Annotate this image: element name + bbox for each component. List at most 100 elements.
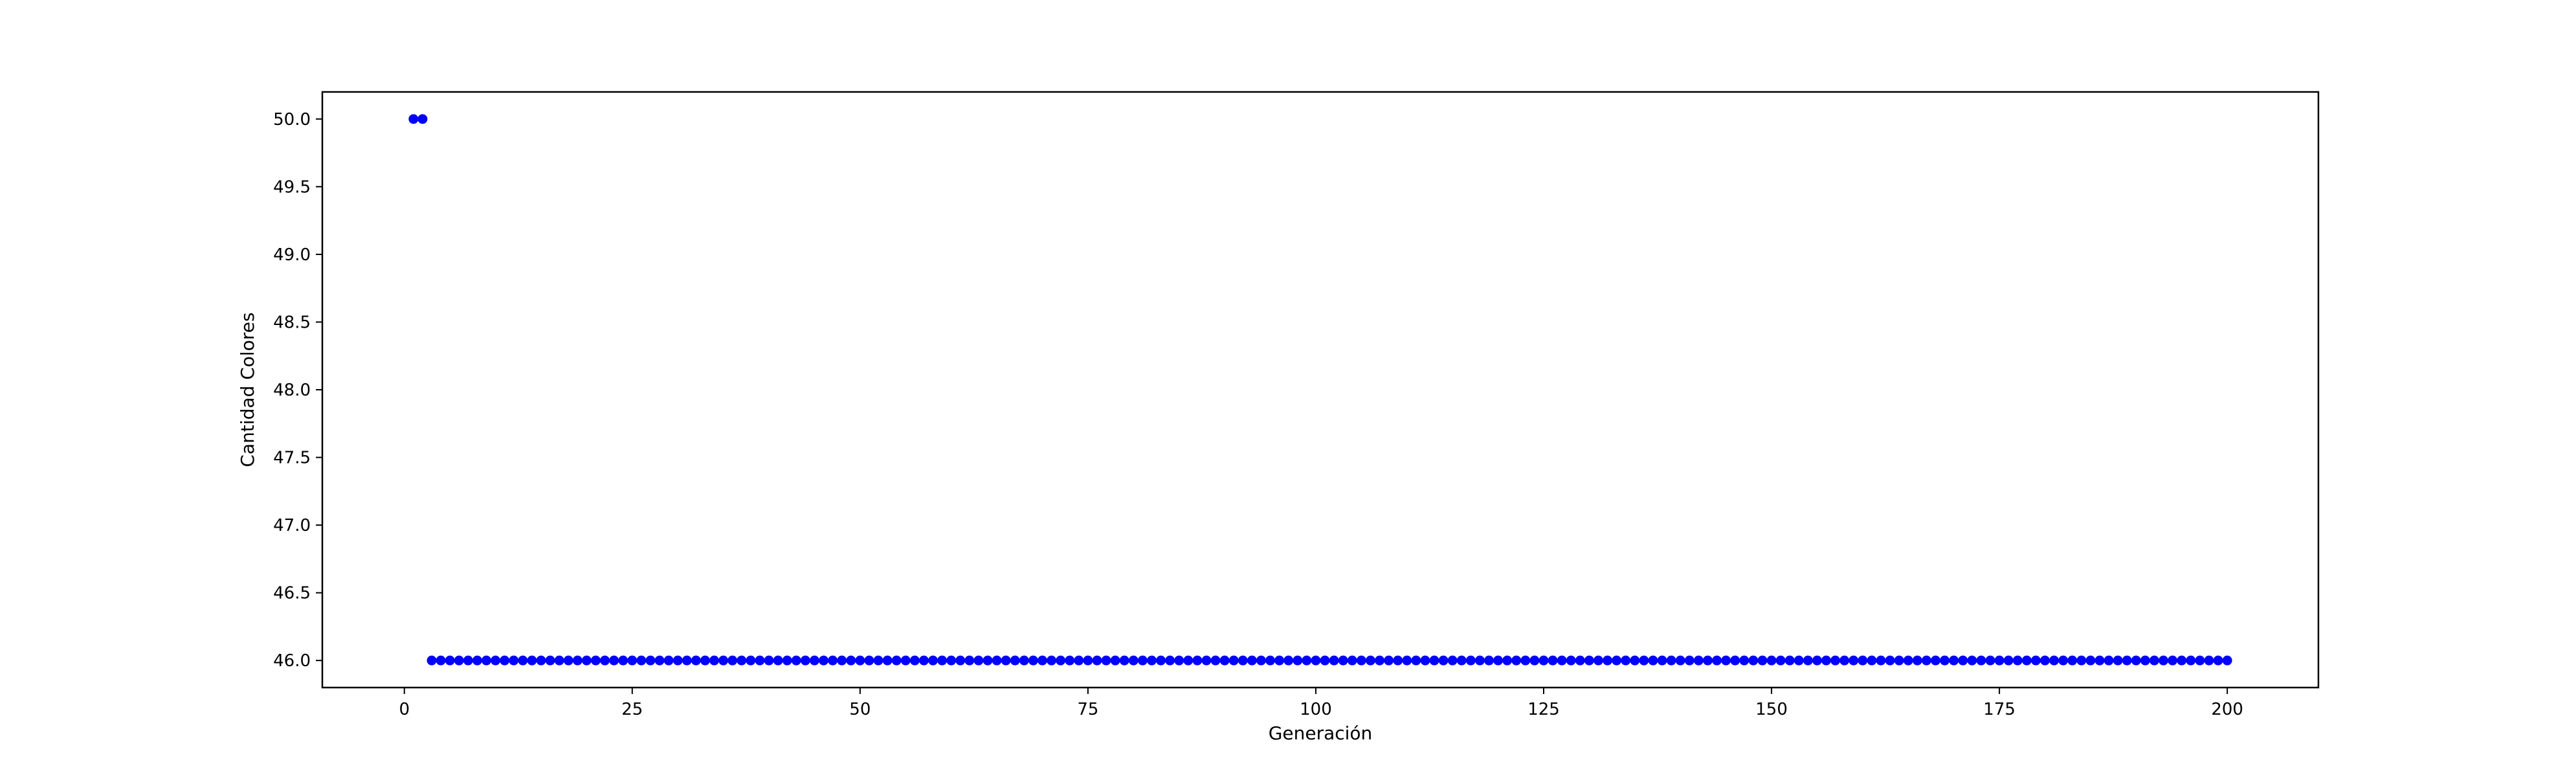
data-points (408, 114, 2232, 666)
data-point (2040, 655, 2050, 666)
y-tick-label: 49.5 (273, 177, 311, 197)
data-point (1247, 655, 1257, 666)
data-point (873, 655, 883, 666)
data-point (755, 655, 765, 666)
data-point (2222, 655, 2232, 666)
data-point (819, 655, 829, 666)
data-point (636, 655, 647, 666)
data-point (1621, 655, 1631, 666)
data-point (1721, 655, 1731, 666)
data-point (1584, 655, 1594, 666)
data-point (2177, 655, 2187, 666)
data-point (1365, 655, 1375, 666)
data-point (2204, 655, 2214, 666)
data-point (1001, 655, 1011, 666)
data-point (1702, 655, 1713, 666)
data-point (1056, 655, 1066, 666)
data-point (1766, 655, 1777, 666)
data-point (800, 655, 810, 666)
data-point (1830, 655, 1841, 666)
data-point (1994, 655, 2004, 666)
data-point (1730, 655, 1740, 666)
data-point (992, 655, 1002, 666)
data-point (1347, 655, 1357, 666)
data-point (1338, 655, 1348, 666)
data-point (581, 655, 592, 666)
data-point (572, 655, 583, 666)
data-point (1402, 655, 1412, 666)
data-point (1739, 655, 1749, 666)
data-point (773, 655, 783, 666)
data-point (1074, 655, 1084, 666)
data-point (1912, 655, 1922, 666)
data-point (1119, 655, 1129, 666)
data-point (2149, 655, 2160, 666)
x-tick-label: 0 (399, 700, 410, 719)
data-point (1019, 655, 1029, 666)
data-point (764, 655, 774, 666)
data-point (1420, 655, 1430, 666)
data-point (791, 655, 801, 666)
data-point (454, 655, 464, 666)
x-tick-label: 25 (621, 700, 643, 719)
data-point (1110, 655, 1120, 666)
data-point (1010, 655, 1020, 666)
data-point (1028, 655, 1038, 666)
data-point (463, 655, 473, 666)
data-point (1593, 655, 1604, 666)
x-tick-label: 50 (849, 700, 871, 719)
data-point (1657, 655, 1667, 666)
data-point (1612, 655, 1622, 666)
data-point (1265, 655, 1276, 666)
data-point (973, 655, 984, 666)
data-point (2159, 655, 2169, 666)
data-point (554, 655, 564, 666)
data-point (855, 655, 865, 666)
data-point (983, 655, 993, 666)
data-point (2122, 655, 2132, 666)
data-point (682, 655, 692, 666)
data-point (1784, 655, 1795, 666)
data-point (1511, 655, 1522, 666)
data-point (718, 655, 729, 666)
x-axis: 0 25 50 75 100 125 150 175 200 (399, 688, 2243, 719)
data-point (1228, 655, 1239, 666)
data-point (1502, 655, 1513, 666)
data-point (509, 655, 519, 666)
data-point (1128, 655, 1138, 666)
data-point (955, 655, 966, 666)
y-tick-label: 49.0 (273, 245, 311, 265)
data-point (1283, 655, 1294, 666)
data-point (1775, 655, 1786, 666)
data-point (618, 655, 628, 666)
data-point (1976, 655, 1986, 666)
data-point (445, 655, 455, 666)
data-point (1384, 655, 1394, 666)
y-tick-label: 46.5 (273, 584, 311, 603)
data-point (1174, 655, 1184, 666)
data-point (1329, 655, 1339, 666)
data-point (2186, 655, 2196, 666)
data-point (1529, 655, 1540, 666)
data-point (2003, 655, 2014, 666)
data-point (536, 655, 546, 666)
data-point (1867, 655, 1877, 666)
y-axis: 46.0 46.5 47.0 47.5 48.0 48.5 49.0 49.5 50.0 (273, 110, 322, 671)
data-point (809, 655, 819, 666)
data-point (1429, 655, 1439, 666)
data-point (1949, 655, 1959, 666)
data-point (900, 655, 911, 666)
data-point (1320, 655, 1330, 666)
data-point (1311, 655, 1321, 666)
data-point (1675, 655, 1685, 666)
data-point (1603, 655, 1613, 666)
data-point (1037, 655, 1047, 666)
data-point (1666, 655, 1676, 666)
data-point (1639, 655, 1649, 666)
data-point (1557, 655, 1567, 666)
data-point (1793, 655, 1804, 666)
data-point (472, 655, 482, 666)
x-tick-label: 125 (1527, 700, 1560, 719)
data-point (2213, 655, 2223, 666)
